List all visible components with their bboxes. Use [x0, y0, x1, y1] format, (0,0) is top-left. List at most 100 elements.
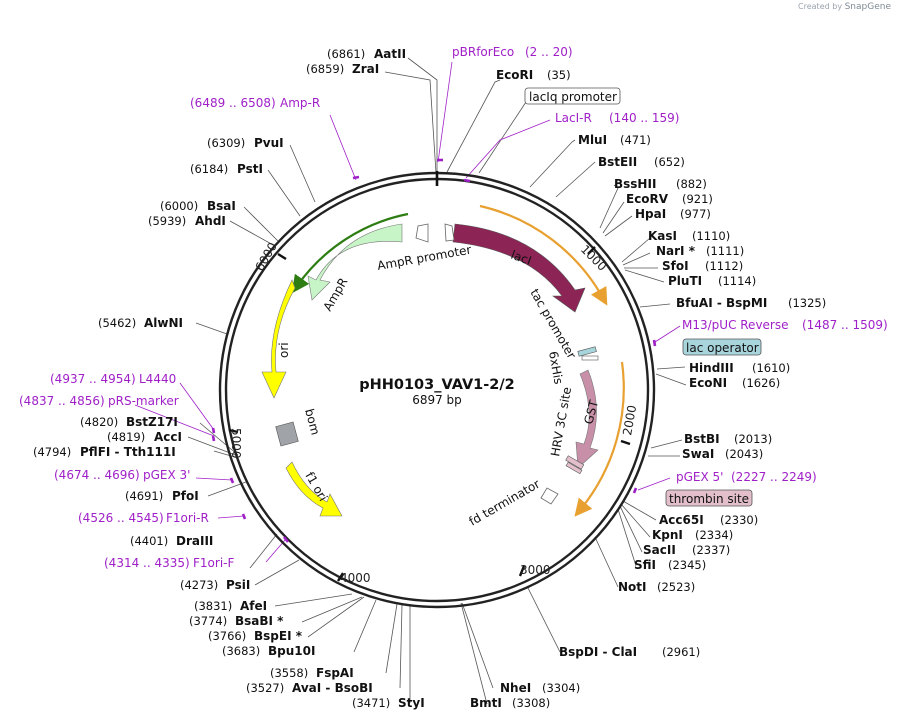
primer-range: (4526 .. 4545) [78, 511, 164, 525]
enzyme-name: AvaI - BsoBI [292, 681, 373, 695]
gst-orf-arc [574, 361, 625, 517]
features [261, 223, 599, 517]
tick-6000: 6000 [252, 240, 279, 273]
enzyme-pos: (4820) [80, 415, 118, 429]
enzyme-pos: (471) [620, 133, 651, 147]
enzyme-name: HindIII [689, 361, 734, 375]
enzyme-name: NotI [618, 580, 647, 594]
primer-range: (4837 .. 4856) [19, 394, 105, 408]
enzyme-pos: (6859) [306, 62, 344, 76]
snapgene-logo: SnapGene [844, 2, 891, 12]
primer-range: (4937 .. 4954) [50, 372, 136, 386]
label-ori: ori [277, 342, 291, 358]
enzyme-pos: (1610) [752, 361, 790, 375]
primer-name: pRS-marker [108, 394, 179, 408]
primer-name: Amp-R [280, 96, 320, 110]
primer-range: (2 .. 20) [525, 45, 573, 59]
enzyme-name: BspDI - ClaI [559, 645, 637, 659]
enzyme-name: BmtI [470, 696, 502, 710]
thrombin-marker [565, 461, 583, 475]
enzyme-pos: (6861) [327, 47, 365, 61]
tick-4000: 4000 [340, 571, 371, 585]
primer-name: F1ori-R [166, 511, 209, 525]
enzyme-pos: (2013) [734, 432, 772, 446]
tick-marks [228, 246, 631, 582]
enzyme-name: EcoRI [496, 68, 533, 82]
enzyme-name: BfuAI - BspMI [676, 296, 767, 310]
enzyme-name: KpnI [652, 528, 683, 542]
enzyme-pos: (4401) [130, 534, 168, 548]
enzyme-name: AccI [154, 430, 182, 444]
label-6xHis: 6xHis [546, 350, 566, 385]
enzyme-pos: (3831) [194, 599, 232, 613]
enzyme-name: BsaBI * [235, 614, 284, 628]
enzyme-name: BsaI [207, 199, 236, 213]
label-AmpR-promoter: AmpR promoter [376, 243, 472, 273]
bom-box [275, 421, 299, 447]
enzyme-pos: (2345) [668, 558, 706, 572]
enzyme-name: BspEI * [254, 629, 303, 643]
enzyme-name: BstZ17I [126, 415, 178, 429]
enzyme-pos: (1112) [705, 259, 743, 273]
enzyme-name: PsiI [226, 578, 250, 592]
HRV-3C-marker [565, 455, 585, 470]
orf-arcs [291, 204, 625, 517]
enzyme-name: MluI [578, 133, 607, 147]
ori-arrow [261, 279, 296, 399]
primer-name: L4440 [139, 372, 176, 386]
lacI-orf-arc [479, 204, 608, 306]
enzyme-name: Acc65I [659, 513, 704, 527]
enzyme-pos: (3471) [352, 696, 390, 710]
enzyme-pos: (5939) [148, 214, 186, 228]
AmpR-promoter-arrow [415, 223, 429, 243]
primer-name: pBRforEco [452, 45, 514, 59]
enzyme-name: BssHII [614, 177, 656, 191]
box-lacIq-promoter: lacIq promoter [529, 90, 617, 104]
primer-range: (4674 .. 4696) [54, 468, 140, 482]
enzyme-name: NheI [500, 681, 531, 695]
enzyme-name: PvuI [254, 136, 284, 150]
enzyme-pos: (3683) [222, 644, 260, 658]
enzyme-pos: (2334) [695, 528, 733, 542]
plasmid-length: 6897 bp [412, 393, 462, 407]
f1-ori-arrow [285, 461, 343, 517]
enzyme-name: DraIII [176, 534, 213, 548]
plasmid-name: pHH0103_VAV1-2/2 [359, 377, 515, 393]
credit-prefix: Created by [798, 2, 843, 11]
label-GST: GST [581, 398, 601, 426]
enzyme-name: AfeI [240, 599, 267, 613]
label-lacI: lacI [509, 248, 533, 268]
tac-promoter-arrow [444, 223, 455, 242]
enzyme-name: AlwNI [144, 316, 183, 330]
enzyme-name: ZraI [352, 62, 379, 76]
enzyme-pos: (4794) [33, 445, 71, 459]
primer-labels: pBRforEco (2 .. 20) LacI-R (140 .. 159) … [19, 45, 888, 570]
enzyme-pos: (1325) [788, 296, 826, 310]
enzyme-name: PfoI [172, 489, 199, 503]
primer-name: pGEX 3' [143, 468, 190, 482]
enzyme-pos: (977) [680, 207, 711, 221]
enzyme-pos: (3308) [512, 696, 550, 710]
primer-name: F1ori-F [193, 556, 234, 570]
enzyme-pos: (6184) [190, 162, 228, 176]
enzyme-pos: (1110) [692, 229, 730, 243]
enzyme-pos: (4273) [180, 578, 218, 592]
enzyme-pos: (5462) [98, 316, 136, 330]
primer-leader-lines [134, 61, 681, 563]
enzyme-name: PluTI [668, 274, 702, 288]
box-lac-operator: lac operator [686, 341, 759, 355]
label-fd-terminator: fd terminator [467, 477, 543, 529]
enzyme-name: EcoRV [626, 192, 669, 206]
enzyme-pos: (2961) [662, 645, 700, 659]
enzyme-pos: (3558) [270, 666, 308, 680]
enzyme-pos: (6309) [207, 136, 245, 150]
enzyme-pos: (3766) [208, 629, 246, 643]
enzyme-name: Bpu10I [268, 644, 315, 658]
enzyme-labels: (6861) AatII (6859) ZraI EcoRI (35) MluI… [33, 47, 826, 710]
enzyme-name: SwaI [682, 447, 714, 461]
lac-operator-marker [577, 346, 597, 357]
primer-markers [211, 158, 657, 543]
enzyme-pos: (1111) [706, 244, 744, 258]
tick-5000: 5000 [229, 428, 243, 459]
